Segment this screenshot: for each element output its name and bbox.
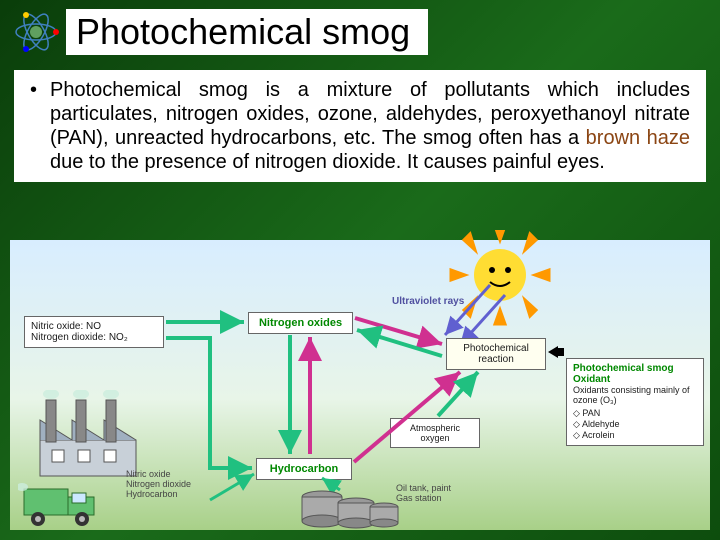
box-no-line1: Nitric oxide: NO <box>31 321 157 332</box>
smog-diagram: Ultraviolet rays Nitric oxide: NO Nitrog… <box>10 240 710 530</box>
smog-list-0: ◇ PAN <box>573 408 697 419</box>
sun-icon <box>440 230 560 350</box>
smog-list-1: ◇ Aldehyde <box>573 419 697 430</box>
box-atm-oxygen: Atmospheric oxygen <box>390 418 480 448</box>
slide-title: Photochemical smog <box>66 9 428 55</box>
bullet-block: Photochemical smog is a mixture of pollu… <box>14 70 706 182</box>
box-smog-title: Photochemical smog <box>573 363 697 374</box>
box-smog-desc: Oxidants consisting mainly of ozone (O₃) <box>573 385 697 405</box>
bullet-brown: brown haze <box>586 127 690 149</box>
bullet-text: Photochemical smog is a mixture of pollu… <box>50 78 690 174</box>
factory-icon <box>32 390 142 480</box>
bullet-post: due to the presence of nitrogen dioxide.… <box>50 151 605 173</box>
uv-label: Ultraviolet rays <box>392 296 464 307</box>
box-nitrogen-oxides: Nitrogen oxides <box>248 312 353 334</box>
smog-list-2: ◇ Acrolein <box>573 430 697 441</box>
truck-icon <box>18 475 108 530</box>
oil-label: Oil tank, paint Gas station <box>396 484 451 504</box>
box-smog-sub: Oxidant <box>573 374 697 385</box>
oiltank-icon <box>300 485 400 530</box>
truck-emit-label: Nitric oxide Nitrogen dioxide Hydrocarbo… <box>126 470 191 500</box>
box-photochem: Photochemical reaction <box>446 338 546 370</box>
atom-icon <box>12 8 60 56</box>
box-no-line2: Nitrogen dioxide: NO₂ <box>31 332 157 343</box>
box-hydrocarbon: Hydrocarbon <box>256 458 352 480</box>
box-no-no2: Nitric oxide: NO Nitrogen dioxide: NO₂ <box>24 316 164 348</box>
box-smog: Photochemical smog Oxidant Oxidants cons… <box>566 358 704 446</box>
